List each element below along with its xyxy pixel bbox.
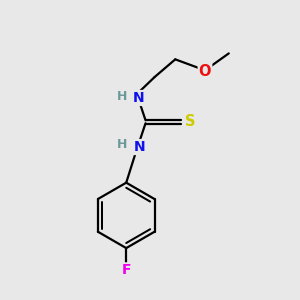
Text: N: N xyxy=(133,91,145,105)
Text: S: S xyxy=(185,114,195,129)
Text: N: N xyxy=(134,140,146,154)
Text: O: O xyxy=(199,64,211,79)
Text: H: H xyxy=(117,138,128,151)
Text: F: F xyxy=(122,263,131,278)
Text: H: H xyxy=(117,90,127,103)
